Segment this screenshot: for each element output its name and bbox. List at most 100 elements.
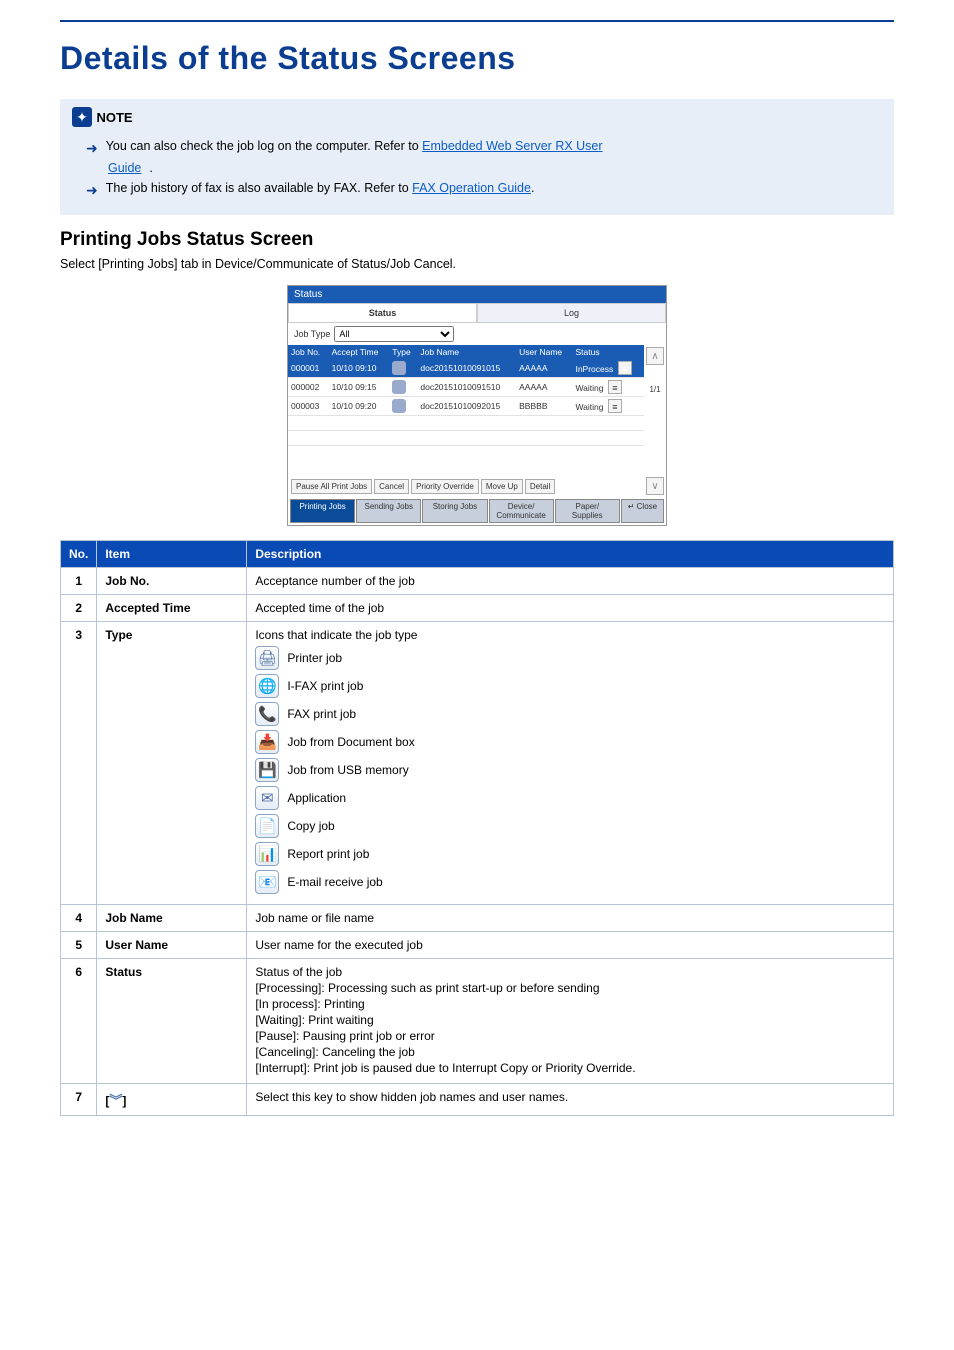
type-label: Copy job	[287, 819, 334, 833]
table-row: 5User NameUser name for the executed job	[61, 932, 894, 959]
mock-page-indicator: 1/1	[646, 367, 664, 475]
mock-tab-status: Status	[288, 303, 477, 323]
row-item: [︾]	[97, 1084, 247, 1116]
status-key: [Pause]	[255, 1029, 296, 1043]
type-label: I-FAX print job	[287, 679, 363, 693]
type-label: E-mail receive job	[287, 875, 382, 889]
mock-bottom-tab: Paper/ Supplies	[555, 499, 620, 523]
table-row: 2Accepted TimeAccepted time of the job	[61, 595, 894, 622]
status-key: [In process]	[255, 997, 317, 1011]
mock-bottom-tab: Printing Jobs	[290, 499, 355, 523]
note-text: The job history of fax is also available…	[106, 181, 412, 195]
status-val: Print job is paused due to Interrupt Cop…	[313, 1061, 635, 1075]
status-key: [Processing]	[255, 981, 321, 995]
row-description: Job name or file name	[247, 905, 894, 932]
mock-row: 00000110/10 09:10doc20151010091015AAAAAI…	[288, 359, 644, 378]
note-text: You can also check the job log on the co…	[106, 139, 422, 153]
note-line: ➜ The job history of fax is also availab…	[86, 181, 882, 197]
scroll-down-icon: ∨	[646, 477, 664, 495]
note-line: ➜ You can also check the job log on the …	[86, 139, 882, 155]
note-link[interactable]: Embedded Web Server RX User	[422, 139, 602, 153]
row-number: 5	[61, 932, 97, 959]
row-description: Icons that indicate the job type🖨Printer…	[247, 622, 894, 905]
mock-jobtype-select: All	[334, 326, 454, 342]
row-item: Job No.	[97, 568, 247, 595]
mock-row: 00000210/10 09:15doc20151010091510AAAAAW…	[288, 378, 644, 397]
table-row: 7[︾]Select this key to show hidden job n…	[61, 1084, 894, 1116]
mock-table: Job No. Accept Time Type Job Name User N…	[288, 345, 644, 446]
row-item: Job Name	[97, 905, 247, 932]
row-number: 1	[61, 568, 97, 595]
arrow-icon: ➜	[86, 141, 98, 155]
type-label: Job from Document box	[287, 735, 414, 749]
note-label: NOTE	[96, 110, 132, 125]
row-description: Acceptance number of the job	[247, 568, 894, 595]
status-screen-mock: Status Status Log Job Type All Job No. A…	[287, 285, 667, 526]
fax-icon: 📞	[255, 702, 279, 726]
mock-bottom-tabs: Printing JobsSending JobsStoring JobsDev…	[288, 497, 666, 525]
type-label: Application	[287, 791, 346, 805]
row-number: 3	[61, 622, 97, 905]
type-label: Report print job	[287, 847, 369, 861]
mock-jobtype-label: Job Type	[294, 329, 330, 339]
app-icon: ✉	[255, 786, 279, 810]
desc-head-no: No.	[61, 541, 97, 568]
status-val: Printing	[324, 997, 365, 1011]
row-number: 7	[61, 1084, 97, 1116]
mock-col: Status	[572, 345, 644, 359]
desc-head-item: Item	[97, 541, 247, 568]
mock-bottom-tab: Storing Jobs	[422, 499, 487, 523]
description-table: No. Item Description 1Job No.Acceptance …	[60, 540, 894, 1116]
note-text: .	[149, 161, 152, 175]
row-item: User Name	[97, 932, 247, 959]
mock-col: User Name	[516, 345, 572, 359]
desc-head-desc: Description	[247, 541, 894, 568]
section-title: Printing Jobs Status Screen	[60, 229, 894, 251]
row-description: Select this key to show hidden job names…	[247, 1084, 894, 1116]
mock-bottom-tab: Sending Jobs	[356, 499, 421, 523]
status-val: Print waiting	[308, 1013, 373, 1027]
status-val: Canceling the job	[322, 1045, 415, 1059]
row-number: 2	[61, 595, 97, 622]
status-key: [Interrupt]	[255, 1061, 306, 1075]
table-row: 1Job No.Acceptance number of the job	[61, 568, 894, 595]
mock-row: 00000310/10 09:20doc20151010092015BBBBBW…	[288, 397, 644, 416]
mock-action-button: Detail	[525, 479, 555, 494]
row-description: Status of the job[Processing]: Processin…	[247, 959, 894, 1084]
copy-icon: 📄	[255, 814, 279, 838]
report-icon: 📊	[255, 842, 279, 866]
mock-action-buttons: Pause All Print JobsCancelPriority Overr…	[288, 476, 644, 497]
usb-icon: 💾	[255, 758, 279, 782]
note-link[interactable]: Guide	[108, 161, 141, 175]
mock-action-button: Pause All Print Jobs	[291, 479, 372, 494]
type-label: Printer job	[287, 651, 342, 665]
mock-action-button: Move Up	[481, 479, 523, 494]
note-link[interactable]: FAX Operation Guide	[412, 181, 531, 195]
table-row: 4Job NameJob name or file name	[61, 905, 894, 932]
mock-tab-log: Log	[477, 303, 666, 323]
row-item: Type	[97, 622, 247, 905]
row-item: Status	[97, 959, 247, 1084]
email-icon: 📧	[255, 870, 279, 894]
row-description: User name for the executed job	[247, 932, 894, 959]
type-label: FAX print job	[287, 707, 356, 721]
printer-icon: 🖨	[255, 646, 279, 670]
row-description: Accepted time of the job	[247, 595, 894, 622]
mock-col: Job No.	[288, 345, 329, 359]
table-row: 3TypeIcons that indicate the job type🖨Pr…	[61, 622, 894, 905]
chevron-double-down-icon: ︾	[109, 1093, 122, 1108]
page-title: Details of the Status Screens	[60, 40, 894, 77]
type-label: Job from USB memory	[287, 763, 408, 777]
docbox-icon: 📥	[255, 730, 279, 754]
ifax-icon: 🌐	[255, 674, 279, 698]
status-key: [Canceling]	[255, 1045, 315, 1059]
note-box: ✦ NOTE ➜ You can also check the job log …	[60, 99, 894, 215]
section-lead: Select [Printing Jobs] tab in Device/Com…	[60, 257, 894, 271]
mock-col: Job Name	[417, 345, 516, 359]
note-icon: ✦	[72, 107, 92, 127]
mock-action-button: Priority Override	[411, 479, 479, 494]
mock-bottom-tab: Device/ Communicate	[489, 499, 554, 523]
status-val: Pausing print job or error	[303, 1029, 435, 1043]
status-val: Processing such as print start-up or bef…	[328, 981, 599, 995]
mock-title: Status	[288, 286, 666, 303]
